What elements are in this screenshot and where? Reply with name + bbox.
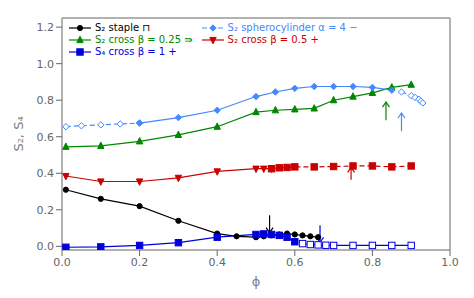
- svg-text:0.2: 0.2: [131, 256, 149, 269]
- svg-text:0.8: 0.8: [37, 94, 55, 107]
- html-text:S₂ spherocylinder α = 4 −: S₂ spherocylinder α = 4 −: [227, 22, 358, 33]
- svg-text:S₂, S₄: S₂, S₄: [11, 116, 26, 151]
- html-text:S₂ cross β = 0.25 ⇛: S₂ cross β = 0.25 ⇛: [95, 34, 193, 45]
- svg-text:ϕ: ϕ: [252, 274, 261, 289]
- svg-text:1.0: 1.0: [37, 58, 55, 71]
- svg-text:0.4: 0.4: [37, 167, 55, 180]
- svg-text:1.0: 1.0: [441, 256, 459, 269]
- svg-text:0.0: 0.0: [53, 256, 71, 269]
- svg-text:0.6: 0.6: [37, 131, 55, 144]
- svg-text:0.2: 0.2: [37, 204, 55, 217]
- svg-text:1.2: 1.2: [37, 21, 55, 34]
- html-text:S₂ cross β = 0.5 +: S₂ cross β = 0.5 +: [227, 34, 319, 45]
- html-text:S₂ staple ⊓: S₂ staple ⊓: [95, 22, 151, 33]
- html-text:S₄ cross β = 1 +: S₄ cross β = 1 +: [95, 46, 177, 57]
- svg-text:0.0: 0.0: [37, 240, 55, 253]
- svg-text:0.4: 0.4: [208, 256, 226, 269]
- svg-text:0.6: 0.6: [286, 256, 304, 269]
- svg-text:0.8: 0.8: [364, 256, 382, 269]
